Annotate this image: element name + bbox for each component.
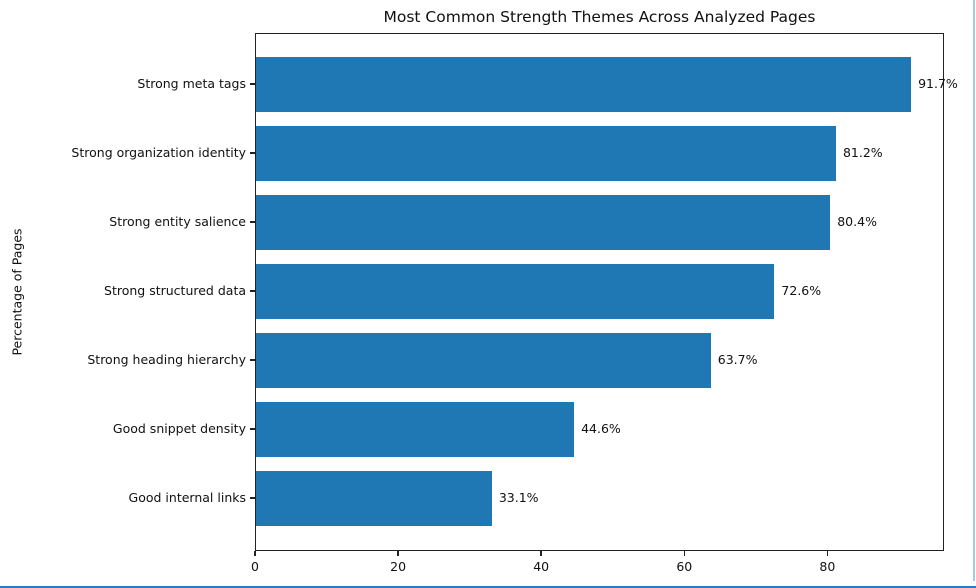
y-tick-mark — [250, 428, 255, 430]
bar — [256, 470, 492, 526]
bar-value-label: 33.1% — [498, 490, 539, 505]
category-label: Strong meta tags — [137, 76, 246, 91]
category-label: Strong entity salience — [109, 214, 246, 229]
bar — [256, 263, 775, 319]
y-tick-mark — [250, 221, 255, 223]
x-tick-mark — [397, 551, 399, 556]
bar-value-label: 80.4% — [837, 214, 877, 229]
y-tick-mark — [250, 497, 255, 499]
y-tick-mark — [250, 290, 255, 292]
x-tick-mark — [683, 551, 686, 556]
bar-value-label: 63.7% — [717, 352, 758, 367]
x-tick-label: 0 — [251, 559, 259, 574]
window-edge-bottom — [0, 586, 976, 588]
bar — [256, 194, 831, 250]
category-label: Strong heading hierarchy — [87, 352, 246, 367]
bar — [256, 125, 836, 181]
bar-value-label: 72.6% — [781, 283, 822, 298]
x-tick-mark — [826, 551, 829, 556]
x-tick-label: 40 — [533, 559, 550, 574]
category-label: Good snippet density — [112, 421, 246, 436]
category-label: Strong structured data — [104, 283, 246, 298]
y-tick-mark — [250, 83, 255, 85]
y-tick-mark — [250, 152, 255, 154]
bar — [256, 56, 912, 112]
category-label: Strong organization identity — [71, 145, 246, 160]
bar-value-label: 44.6% — [581, 421, 621, 436]
chart-title: Most Common Strength Themes Across Analy… — [383, 8, 816, 26]
x-tick-mark — [540, 551, 542, 556]
bar-value-label: 81.2% — [842, 145, 883, 160]
bar — [256, 332, 711, 388]
category-label: Good internal links — [128, 490, 246, 505]
y-tick-mark — [250, 359, 255, 361]
x-tick-mark — [254, 551, 256, 556]
window-edge-right — [973, 0, 975, 581]
bar-value-label: 91.7% — [918, 76, 958, 91]
x-tick-label: 20 — [390, 559, 407, 574]
bar — [256, 401, 575, 457]
x-tick-label: 60 — [676, 559, 693, 574]
x-tick-label: 80 — [819, 559, 836, 574]
